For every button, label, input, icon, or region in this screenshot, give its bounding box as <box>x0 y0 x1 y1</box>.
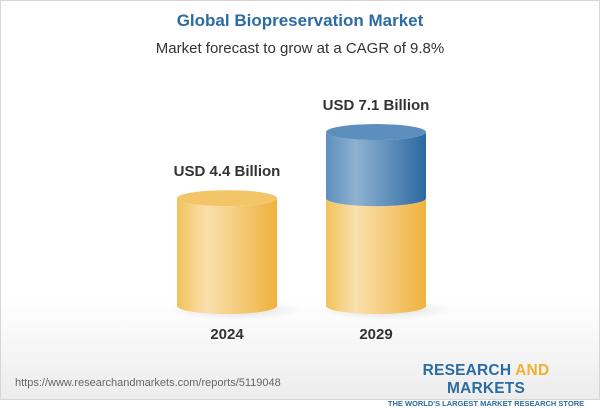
category-label: 2029 <box>359 326 392 343</box>
chart-subtitle: Market forecast to grow at a CAGR of 9.8… <box>155 40 445 57</box>
cylinder-chart: USD 4.4 Billion 2024 USD 7.1 Billion 2029 <box>169 97 454 343</box>
cylinder-top-2029 <box>326 124 426 141</box>
data-label: USD 4.4 Billion <box>174 163 281 180</box>
cylinder-growth-segment-2029 <box>326 132 426 207</box>
cylinder-top-2024 <box>177 190 277 207</box>
data-label: USD 7.1 Billion <box>323 97 430 114</box>
category-label: 2024 <box>210 326 244 343</box>
source-url[interactable]: https://www.researchandmarkets.com/repor… <box>15 377 281 389</box>
chart-title: Global Biopreservation Market <box>176 11 424 30</box>
cylinder-base-segment-2029 <box>326 198 426 314</box>
logo-tagline: THE WORLD'S LARGEST MARKET RESEARCH STOR… <box>387 399 585 408</box>
research-and-markets-logo: RESEARCH AND MARKETS THE WORLD'S LARGEST… <box>385 362 587 408</box>
cylinder-2024 <box>177 198 277 314</box>
